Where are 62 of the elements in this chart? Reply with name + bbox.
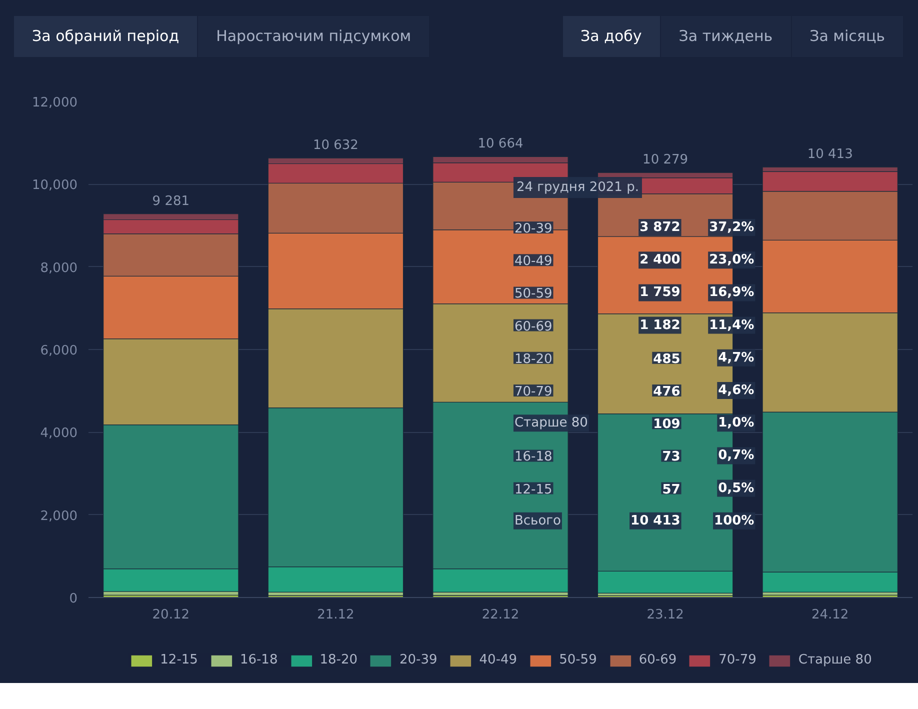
x-tick-label: 24.12 — [811, 608, 849, 622]
annotation: 12-15 — [514, 482, 552, 498]
x-tick-label: 20.12 — [152, 608, 190, 622]
annotation: 485 — [653, 352, 680, 367]
x-tick-label: 22.12 — [482, 608, 520, 622]
y-tick-label: 4,000 — [40, 426, 78, 442]
text: За добу — [562, 16, 660, 58]
annotation: 0,7% — [718, 448, 754, 464]
y-tick-label: 8,000 — [40, 260, 78, 276]
total-label: 9 281 — [152, 194, 190, 209]
x-tick-label: 23.12 — [646, 608, 684, 622]
annotation: 109 — [653, 417, 680, 432]
annotation: 11,4% — [709, 318, 754, 333]
legend-label: 16-18 — [240, 652, 278, 668]
annotation: 476 — [653, 384, 680, 400]
annotation: 23,0% — [709, 252, 754, 268]
annotation: 24 грудня 2021 р. — [516, 180, 639, 195]
annotation: 70-79 — [514, 384, 552, 400]
annotation: 73 — [662, 450, 680, 465]
legend-label: 40-49 — [479, 652, 518, 668]
text: За обраний період — [14, 16, 198, 58]
annotation: Всього — [514, 513, 561, 528]
annotation: 4,6% — [718, 383, 754, 398]
annotation: 1,0% — [718, 416, 754, 431]
legend-label: 18-20 — [320, 652, 358, 668]
annotation: 0,5% — [718, 480, 754, 496]
legend-label: 60-69 — [638, 652, 677, 668]
annotation: 100% — [714, 513, 754, 528]
total-label: 10 664 — [478, 136, 524, 152]
annotation: 20-39 — [514, 222, 552, 236]
y-tick-label: 2,000 — [40, 508, 78, 524]
text: За місяць — [792, 16, 903, 58]
legend-label: 70-79 — [718, 652, 756, 668]
y-tick-label: 10,000 — [32, 178, 78, 194]
annotation: 18-20 — [514, 352, 552, 367]
legend-label: Старше 80 — [798, 652, 872, 668]
annotation: 10 413 — [630, 513, 680, 528]
legend-label: 12-15 — [160, 652, 198, 668]
annotation: 3 872 — [640, 220, 680, 235]
y-tick-label: 6,000 — [40, 344, 78, 358]
annotation: 16-18 — [514, 450, 552, 465]
annotation: 2 400 — [640, 252, 680, 268]
y-tick-label: 0 — [69, 592, 78, 606]
annotation: 1 759 — [640, 285, 680, 300]
x-tick-label: 21.12 — [317, 608, 354, 622]
total-label: 10 279 — [642, 152, 688, 168]
annotation: 16,9% — [709, 285, 754, 300]
text: Наростаючим підсумком — [198, 16, 430, 58]
legend-label: 20-39 — [400, 652, 438, 668]
annotation: 50-59 — [514, 286, 552, 302]
annotation: 4,7% — [718, 350, 754, 366]
annotation: 60-69 — [514, 319, 552, 334]
text: За тиждень — [660, 16, 791, 58]
annotation: 37,2% — [709, 220, 754, 235]
total-label: 10 413 — [807, 147, 853, 162]
annotation: 1 182 — [640, 318, 680, 333]
y-tick-label: 12,000 — [32, 96, 78, 110]
annotation: 57 — [662, 482, 680, 498]
annotation: 40-49 — [514, 254, 552, 270]
annotation: Старше 80 — [514, 416, 588, 431]
total-label: 10 632 — [312, 138, 358, 154]
legend-label: 50-59 — [559, 652, 597, 668]
